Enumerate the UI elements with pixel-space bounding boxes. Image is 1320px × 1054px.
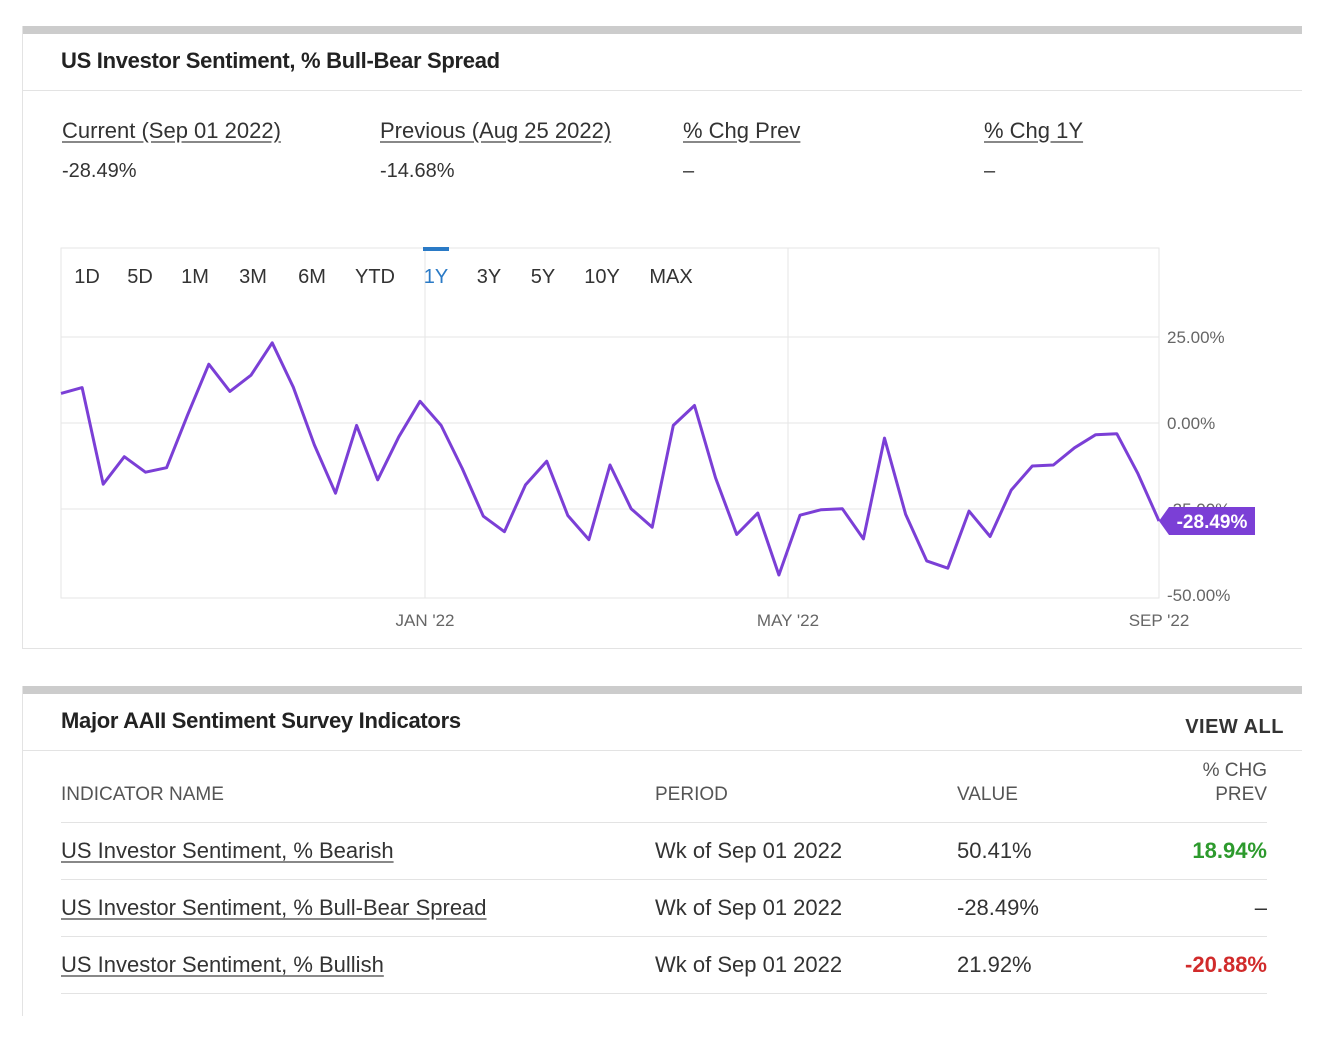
value-cell: -28.49%	[957, 879, 1167, 937]
table-row: US Investor Sentiment, % Bullish Wk of S…	[61, 936, 1267, 994]
chg-prev-cell: –	[1167, 879, 1267, 937]
indicators-table: INDICATOR NAME PERIOD VALUE % CHG PREV U…	[61, 760, 1267, 994]
table-row: US Investor Sentiment, % Bearish Wk of S…	[61, 822, 1267, 880]
value-cell: 50.41%	[957, 822, 1167, 880]
stat-chg-prev-value: –	[683, 160, 695, 182]
current-value-label: -28.49%	[1177, 512, 1248, 533]
column-header-chg-line1: % CHG	[1202, 760, 1267, 781]
card-header: Major AAII Sentiment Survey Indicators V…	[23, 694, 1302, 751]
y-tick-label: 0.00%	[1167, 414, 1215, 433]
stat-previous-label[interactable]: Previous (Aug 25 2022)	[380, 118, 612, 143]
table-row: US Investor Sentiment, % Bull-Bear Sprea…	[61, 879, 1267, 937]
stat-chg-1y-label[interactable]: % Chg 1Y	[984, 118, 1084, 143]
range-button-ytd[interactable]: YTD	[355, 266, 395, 288]
card-header: US Investor Sentiment, % Bull-Bear Sprea…	[23, 34, 1302, 91]
stat-chg-1y-value: –	[984, 160, 996, 182]
column-header-indicator-name[interactable]: INDICATOR NAME	[61, 760, 655, 823]
range-button-3y[interactable]: 3Y	[477, 266, 501, 288]
current-value-tag	[1159, 507, 1255, 536]
range-button-1y[interactable]: 1Y	[424, 266, 448, 288]
column-header-chg-line2: PREV	[1215, 784, 1267, 805]
column-header-period[interactable]: PERIOD	[655, 760, 957, 823]
range-button-5y[interactable]: 5Y	[531, 266, 555, 288]
stat-current: Current (Sep 01 2022) -28.49%	[62, 118, 281, 183]
stat-previous: Previous (Aug 25 2022) -14.68%	[380, 118, 611, 183]
indicator-link-bullish[interactable]: US Investor Sentiment, % Bullish	[61, 952, 384, 977]
column-header-value[interactable]: VALUE	[957, 760, 1167, 823]
chart-card: US Investor Sentiment, % Bull-Bear Sprea…	[22, 26, 1302, 649]
chart-card-title: US Investor Sentiment, % Bull-Bear Sprea…	[61, 48, 500, 73]
card-top-bar	[23, 686, 1302, 694]
indicator-name-cell: US Investor Sentiment, % Bull-Bear Sprea…	[61, 879, 655, 937]
stat-current-label[interactable]: Current (Sep 01 2022)	[62, 118, 281, 143]
x-tick-label: MAY '22	[757, 611, 819, 630]
indicator-link-bull-bear-spread[interactable]: US Investor Sentiment, % Bull-Bear Sprea…	[61, 895, 487, 920]
x-tick-label: JAN '22	[396, 611, 455, 630]
stat-current-value: -28.49%	[62, 160, 137, 182]
y-tick-label: -50.00%	[1167, 586, 1230, 605]
indicators-card: Major AAII Sentiment Survey Indicators V…	[22, 686, 1302, 1016]
stat-chg-prev-label[interactable]: % Chg Prev	[683, 118, 801, 143]
indicator-name-cell: US Investor Sentiment, % Bullish	[61, 936, 655, 994]
value-cell: 21.92%	[957, 936, 1167, 994]
stat-chg-prev: % Chg Prev –	[683, 118, 800, 183]
view-all-link[interactable]: VIEW ALL	[1185, 716, 1284, 738]
stat-previous-value: -14.68%	[380, 160, 455, 182]
column-header-chg-prev[interactable]: % CHG PREV	[1167, 760, 1267, 823]
card-top-bar	[23, 26, 1302, 34]
active-range-indicator	[423, 247, 449, 251]
range-button-3m[interactable]: 3M	[239, 266, 267, 288]
indicator-link-bearish[interactable]: US Investor Sentiment, % Bearish	[61, 838, 394, 863]
range-button-5d[interactable]: 5D	[127, 266, 153, 288]
indicator-name-cell: US Investor Sentiment, % Bearish	[61, 822, 655, 880]
y-tick-label: 25.00%	[1167, 328, 1225, 347]
range-button-1d[interactable]: 1D	[74, 266, 100, 288]
table-header-row: INDICATOR NAME PERIOD VALUE % CHG PREV	[61, 760, 1267, 823]
range-button-1m[interactable]: 1M	[181, 266, 209, 288]
indicators-card-title: Major AAII Sentiment Survey Indicators	[61, 708, 461, 733]
chg-prev-cell: -20.88%	[1167, 936, 1267, 994]
series-line	[60, 341, 1161, 577]
chg-prev-cell: 18.94%	[1167, 822, 1267, 880]
range-button-10y[interactable]: 10Y	[584, 266, 620, 288]
stat-chg-1y: % Chg 1Y –	[984, 118, 1083, 183]
period-cell: Wk of Sep 01 2022	[655, 879, 957, 937]
period-cell: Wk of Sep 01 2022	[655, 822, 957, 880]
x-tick-label: SEP '22	[1129, 611, 1190, 630]
range-button-6m[interactable]: 6M	[298, 266, 326, 288]
period-cell: Wk of Sep 01 2022	[655, 936, 957, 994]
range-button-max[interactable]: MAX	[649, 266, 692, 288]
